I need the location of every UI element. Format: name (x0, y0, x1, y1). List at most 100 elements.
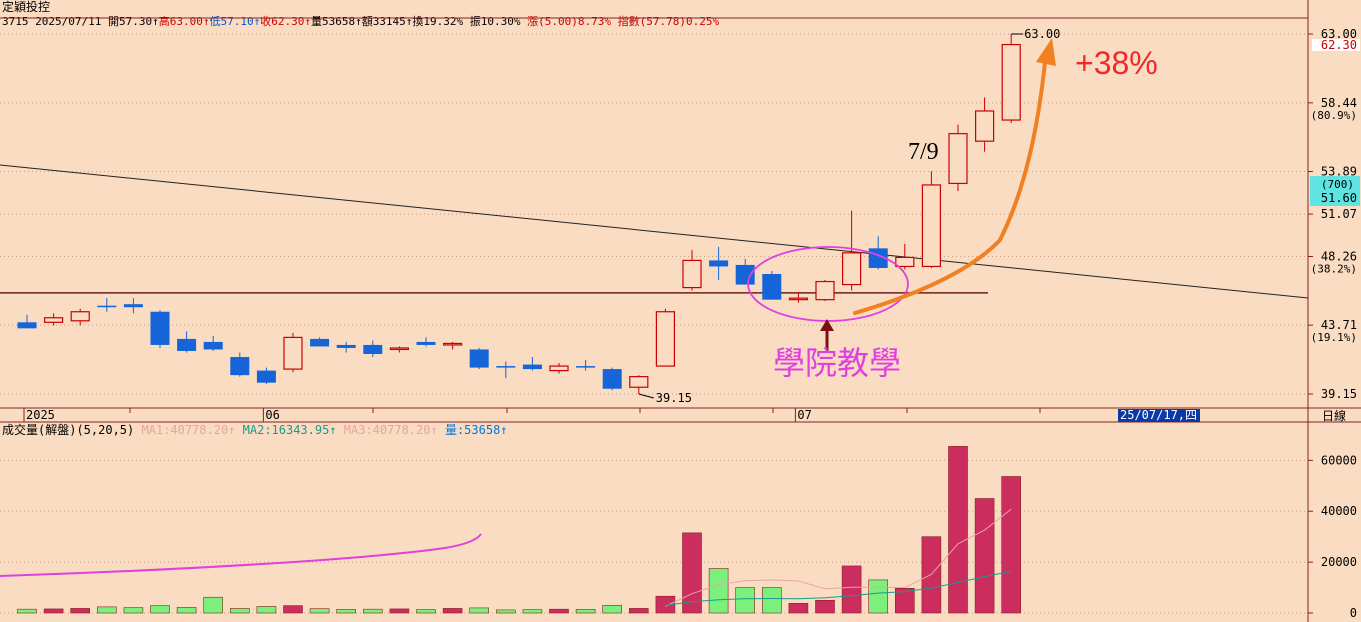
candle-body-down (602, 369, 622, 389)
cursor-volume-label: (700) (1321, 178, 1354, 191)
volume-header: 成交量(解盤)(5,20,5) MA1:40778.20↑ MA2:16343.… (2, 423, 508, 437)
volume-bar-up (788, 603, 809, 614)
volume-bar-up (815, 599, 835, 614)
price-tick-label: 48.26 (1321, 249, 1357, 263)
volume-bar-down (176, 607, 197, 614)
volume-bar-down (575, 609, 596, 614)
trend-line (0, 164, 1309, 299)
price-tick-label: 58.44 (1321, 96, 1357, 110)
candle-body-up (655, 311, 676, 367)
gain-annotation: +38% (1075, 45, 1158, 81)
candle-body-down (150, 311, 170, 345)
candle-body-up (389, 347, 409, 351)
volume-bar-down (203, 596, 223, 614)
fib-ratio-label: (38.2%) (1311, 262, 1357, 275)
volume-field-3: MA3:40778.20↑ (336, 423, 438, 437)
candle-body-up (788, 297, 809, 301)
time-tick-label: 2025 (26, 408, 55, 422)
volume-bar-up (894, 588, 915, 614)
rally-arrow (853, 50, 1048, 315)
candle-body-down (177, 338, 197, 351)
cursor-price-label: 51.60 (1321, 191, 1357, 205)
fib-ratio-label: (19.1%) (1311, 331, 1357, 344)
volume-bar-up (43, 608, 64, 614)
candle-body-up (443, 342, 463, 346)
cursor-price-box (1310, 176, 1360, 206)
volume-bar-down (123, 607, 144, 614)
candle-body-down (576, 366, 596, 368)
candle-body-down (123, 304, 143, 308)
academy-label: 學院教學 (773, 344, 901, 382)
candle-body-down (363, 344, 383, 354)
volume-bar-down (97, 606, 117, 614)
volume-bar-up (70, 608, 90, 614)
candle-body-down (416, 341, 436, 345)
last-price-box (1312, 39, 1360, 51)
last-price-label: 62.30 (1321, 38, 1357, 52)
volume-bar-up (682, 532, 702, 614)
volume-bar-down (336, 609, 357, 614)
volume-bar-up (389, 608, 410, 614)
volume-bar-down (150, 605, 170, 614)
candle-body-down (336, 344, 356, 348)
candle-body-up (841, 252, 862, 286)
magenta-volume-curve (0, 533, 482, 577)
volume-tick-label: 0 (1350, 606, 1357, 620)
time-tick-label: 07 (797, 408, 811, 422)
volume-field-4: 量:53658↑ (437, 423, 508, 437)
candle-body-down (469, 349, 489, 368)
high-price-annotation: 63.00 (1024, 27, 1060, 41)
candle-body-down (17, 322, 37, 329)
volume-bar-down (469, 607, 490, 614)
candle-body-down (256, 370, 276, 383)
volume-bar-up (948, 446, 968, 614)
volume-bar-up (283, 605, 303, 614)
volume-bar-down (309, 608, 330, 614)
fib-ratio-label: (80.9%) (1311, 109, 1357, 122)
candle-body-down (310, 338, 330, 347)
volume-bar-down (868, 579, 889, 614)
volume-bar-down (416, 609, 436, 614)
volume-tick-label: 40000 (1321, 504, 1357, 518)
volume-bar-down (761, 587, 782, 614)
volume-bar-down (230, 608, 250, 614)
volume-tick-label: 20000 (1321, 555, 1357, 569)
candle-body-up (921, 184, 942, 268)
price-tick-label: 63.00 (1321, 27, 1357, 41)
volume-tick-label: 60000 (1321, 453, 1357, 467)
period-label: 日線 (1322, 408, 1346, 423)
price-tick-label: 39.15 (1321, 387, 1357, 401)
candle-body-up (629, 376, 649, 388)
date-note: 7/9 (908, 139, 939, 165)
volume-bar-up (628, 608, 649, 614)
low-price-annotation: 39.15 (656, 391, 692, 405)
volume-bar-down (522, 609, 543, 614)
cursor-date-box (1118, 409, 1200, 422)
volume-bar-down (602, 605, 623, 614)
volume-bar-up (841, 565, 862, 614)
candle-body-up (549, 365, 569, 372)
volume-bar-up (974, 498, 995, 614)
breakout-arrow-head (820, 319, 834, 331)
volume-bar-up (549, 608, 569, 614)
volume-bar-down (708, 568, 729, 614)
volume-field-2: MA2:16343.95↑ (235, 423, 337, 437)
time-tick-label: 06 (265, 408, 279, 422)
candle-body-up (815, 280, 835, 301)
candle-body-up (682, 259, 702, 289)
volume-bar-down (256, 606, 277, 614)
candle-body-down (203, 341, 223, 350)
candle-body-down (230, 357, 250, 376)
volume-field-1: MA1:40778.20↑ (134, 423, 236, 437)
price-tick-label: 53.89 (1321, 165, 1357, 179)
price-tick-label: 43.71 (1321, 318, 1357, 332)
candle-body-up (1001, 43, 1021, 121)
volume-bar-down (17, 608, 37, 614)
volume-ma2-line (665, 570, 1012, 606)
low-marker-line (638, 393, 654, 399)
candle-body-down (522, 364, 542, 370)
candle-body-up (895, 256, 915, 268)
candle-body-up (283, 336, 303, 370)
